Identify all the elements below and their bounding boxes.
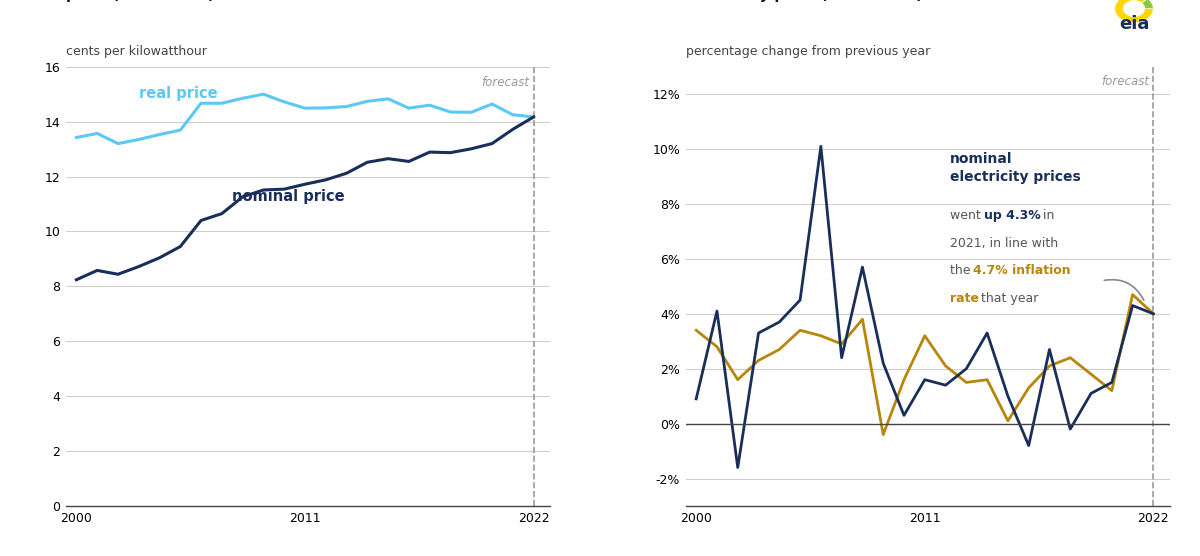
Wedge shape: [1115, 0, 1153, 23]
Text: Average annual U.S. residential retail electricity
price (2000–2022): Average annual U.S. residential retail e…: [66, 0, 466, 2]
Text: 2021, in line with: 2021, in line with: [949, 237, 1058, 250]
Text: forecast: forecast: [481, 76, 529, 90]
Wedge shape: [1115, 0, 1153, 23]
Text: up 4.3%: up 4.3%: [984, 210, 1040, 222]
Text: cents per kilowatthour: cents per kilowatthour: [66, 44, 206, 58]
Text: percentage change from previous year: percentage change from previous year: [685, 44, 930, 58]
Text: U.S. inflation rate and nominal residential retail
electricity price (2000–2022): U.S. inflation rate and nominal resident…: [685, 0, 1084, 2]
Text: nominal price: nominal price: [233, 189, 344, 204]
Text: in: in: [1039, 210, 1055, 222]
Text: real price: real price: [139, 86, 217, 101]
Text: went: went: [949, 210, 984, 222]
Wedge shape: [1115, 0, 1153, 23]
Text: that year: that year: [977, 292, 1038, 305]
Wedge shape: [1115, 0, 1153, 23]
Text: eia: eia: [1118, 14, 1150, 33]
Text: rate: rate: [949, 292, 979, 305]
Text: 4.7% inflation: 4.7% inflation: [972, 264, 1070, 277]
Text: the: the: [949, 264, 974, 277]
Text: forecast: forecast: [1102, 75, 1150, 88]
Text: nominal
electricity prices: nominal electricity prices: [949, 152, 1080, 184]
